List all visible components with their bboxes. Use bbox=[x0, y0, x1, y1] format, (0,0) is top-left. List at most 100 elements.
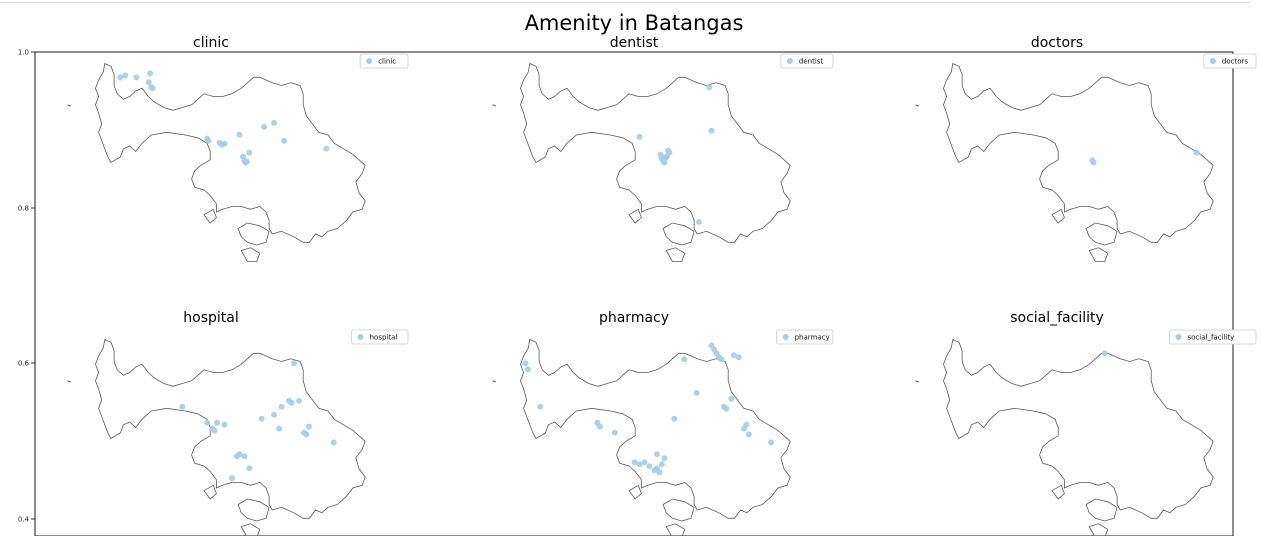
amenity-point bbox=[661, 455, 668, 462]
amenity-point bbox=[735, 354, 742, 361]
subplot-social_facility: social_facility social_facility bbox=[915, 310, 1257, 536]
island-outline bbox=[237, 222, 270, 246]
subplot-panels: clinicclinicdentistdentistdoctorsdoctors… bbox=[67, 35, 1257, 536]
amenity-point bbox=[145, 79, 152, 86]
amenity-point bbox=[246, 149, 253, 156]
amenity-point bbox=[611, 429, 618, 436]
island-outline bbox=[1051, 208, 1065, 224]
amenity-point bbox=[768, 439, 775, 446]
amenity-point bbox=[271, 411, 278, 418]
amenity-point bbox=[718, 356, 725, 363]
islet-outline bbox=[915, 380, 919, 383]
legend-marker bbox=[786, 58, 793, 64]
island-outline bbox=[240, 247, 261, 262]
legend-marker bbox=[1209, 58, 1216, 64]
islet-outline bbox=[915, 104, 919, 107]
province-outline bbox=[520, 62, 791, 243]
amenity-point bbox=[122, 72, 129, 79]
legend-box bbox=[780, 53, 834, 69]
amenity-point bbox=[658, 461, 665, 468]
legend-label: clinic bbox=[378, 58, 396, 66]
amenity-point bbox=[524, 366, 531, 373]
subplot-doctors: doctors doctors bbox=[915, 35, 1257, 262]
amenity-point bbox=[671, 415, 678, 422]
legend-label: hospital bbox=[370, 334, 398, 342]
island-outline bbox=[662, 222, 695, 246]
amenity-point bbox=[276, 425, 283, 432]
legend-marker bbox=[1175, 334, 1182, 340]
amenity-point bbox=[305, 423, 312, 430]
amenity-point bbox=[745, 431, 752, 438]
island-outline bbox=[662, 498, 695, 522]
subplot-dentist: dentist dentist bbox=[492, 35, 834, 262]
amenity-point bbox=[278, 403, 285, 410]
amenity-point bbox=[646, 463, 653, 470]
islet-outline bbox=[492, 380, 496, 383]
amenity-point bbox=[1090, 159, 1097, 166]
amenity-point bbox=[236, 451, 243, 458]
amenity-point bbox=[706, 84, 713, 91]
amenity-point bbox=[291, 360, 297, 367]
y-tick-label: 0.4 bbox=[18, 516, 30, 524]
amenity-point bbox=[708, 127, 715, 134]
island-outline bbox=[628, 484, 642, 500]
legend-box bbox=[776, 329, 834, 345]
legend-label: doctors bbox=[1222, 58, 1248, 66]
amenity-point bbox=[261, 123, 268, 130]
island-outline bbox=[203, 208, 217, 224]
amenity-point bbox=[147, 70, 154, 77]
islet-outline bbox=[492, 104, 496, 107]
province-outline bbox=[95, 62, 366, 243]
amenity-point bbox=[696, 218, 703, 225]
figure-title: Amenity in Batangas bbox=[525, 11, 744, 35]
amenity-point bbox=[728, 395, 735, 402]
amenity-point bbox=[149, 85, 156, 92]
y-tick-label: 0.8 bbox=[18, 205, 29, 213]
amenity-point bbox=[323, 145, 330, 152]
province-outline bbox=[943, 338, 1214, 519]
amenity-point bbox=[330, 439, 337, 446]
amenity-point bbox=[288, 399, 295, 406]
amenity-point bbox=[133, 74, 140, 81]
legend-box bbox=[359, 53, 409, 69]
island-outline bbox=[665, 523, 686, 536]
amenity-point bbox=[723, 405, 730, 412]
island-outline bbox=[1085, 222, 1118, 246]
amenity-point bbox=[537, 403, 544, 410]
amenity-point bbox=[258, 415, 265, 422]
amenity-point bbox=[1193, 149, 1200, 156]
amenity-point bbox=[656, 469, 663, 476]
subplot-pharmacy: pharmacy pharmacy bbox=[492, 310, 834, 536]
legend-box bbox=[1169, 329, 1257, 345]
subplot-title: doctors bbox=[1031, 35, 1083, 51]
amenity-point bbox=[221, 140, 228, 147]
legend-marker bbox=[366, 58, 373, 64]
islet-outline bbox=[67, 104, 71, 107]
subplot-hospital: hospital hospital bbox=[67, 310, 409, 536]
subplot-title: dentist bbox=[610, 35, 659, 51]
amenity-point bbox=[204, 419, 211, 426]
island-outline bbox=[203, 484, 217, 500]
amenity-point bbox=[179, 403, 186, 410]
amenity-point bbox=[743, 421, 750, 428]
legend-label: social_facility bbox=[1188, 334, 1235, 342]
amenity-point bbox=[229, 475, 235, 482]
amenity-point bbox=[303, 431, 310, 438]
amenity-point bbox=[661, 159, 668, 166]
island-outline bbox=[665, 247, 686, 262]
subplot-title: social_facility bbox=[1010, 310, 1104, 326]
island-outline bbox=[1085, 498, 1118, 522]
islet-outline bbox=[67, 380, 71, 383]
amenity-point bbox=[246, 465, 253, 472]
y-axis: 0.4 0.6 0.8 1.0 bbox=[18, 49, 35, 524]
amenity-point bbox=[641, 459, 648, 466]
island-outline bbox=[1051, 484, 1065, 500]
legend-box bbox=[351, 329, 409, 345]
province-outline bbox=[95, 338, 366, 519]
amenity-point bbox=[631, 459, 638, 466]
amenity-point bbox=[636, 461, 643, 468]
subplot-clinic: clinic clinic bbox=[67, 35, 409, 262]
amenity-point bbox=[730, 352, 737, 359]
subplot-title: pharmacy bbox=[599, 310, 669, 326]
amenity-point bbox=[221, 421, 228, 428]
